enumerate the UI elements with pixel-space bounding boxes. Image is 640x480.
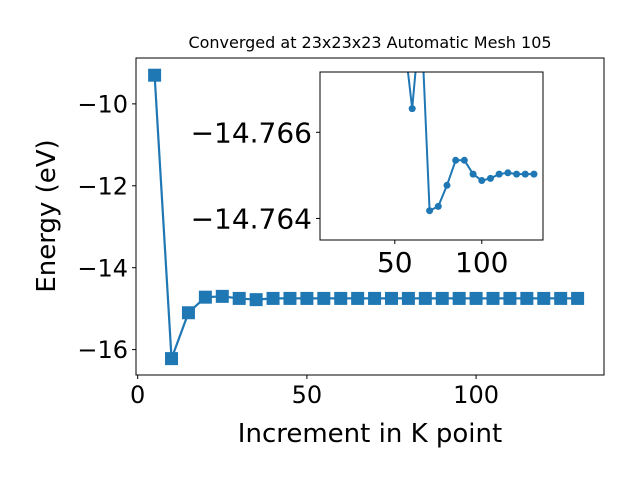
- main-data-point: [435, 291, 449, 305]
- main-data-point: [181, 306, 195, 320]
- main-data-point: [215, 289, 229, 303]
- main-data-point: [503, 291, 517, 305]
- main-x-tick-label: 0: [130, 381, 145, 409]
- inset-data-point: [486, 174, 494, 182]
- main-data-point: [232, 291, 246, 305]
- inset-data-point: [469, 170, 477, 178]
- inset-axes: 50 100 −14.766 −14.764: [191, 71, 544, 279]
- inset-data-point: [443, 181, 451, 189]
- main-y-tick-label: −16: [77, 336, 128, 364]
- inset-data-point: [452, 156, 460, 164]
- main-data-point: [384, 291, 398, 305]
- inset-data-point: [530, 170, 538, 178]
- main-x-tick-label: 100: [453, 381, 499, 409]
- inset-x-tick-label: 100: [455, 246, 508, 279]
- x-axis-label: Increment in K point: [238, 419, 502, 449]
- inset-data-point: [521, 170, 529, 178]
- main-data-point: [317, 291, 331, 305]
- main-data-point: [300, 291, 314, 305]
- main-axes-frame: [135, 57, 605, 376]
- main-data-point: [368, 291, 382, 305]
- inset-data-point: [513, 170, 521, 178]
- main-data-point: [266, 291, 280, 305]
- inset-x-tick-label: 50: [377, 246, 413, 279]
- inset-data-point: [504, 169, 512, 177]
- inset-y-tick-label: −14.764: [191, 203, 312, 236]
- inset-data-point: [434, 202, 442, 210]
- inset-data-point: [426, 207, 434, 215]
- main-x-ticks: 0 50 100: [130, 375, 499, 409]
- inset-y-tick-label: −14.766: [191, 116, 312, 149]
- main-data-point: [537, 291, 551, 305]
- main-y-tick-label: −10: [77, 91, 128, 119]
- main-data-point: [418, 291, 432, 305]
- main-data-point: [198, 290, 212, 304]
- main-series-group: [148, 68, 585, 366]
- inset-plot-area: [320, 72, 543, 240]
- main-data-point: [486, 291, 500, 305]
- main-data-point: [452, 291, 466, 305]
- main-data-point: [283, 291, 297, 305]
- inset-series-group: [406, 72, 538, 215]
- inset-axes-frame: [319, 71, 544, 241]
- main-x-tick-label: 50: [292, 381, 323, 409]
- main-data-point: [520, 291, 534, 305]
- inset-data-point: [408, 105, 416, 113]
- main-data-point: [148, 68, 162, 82]
- inset-data-point: [460, 156, 468, 164]
- main-data-point: [571, 291, 585, 305]
- y-axis-label: Energy (eV): [32, 139, 62, 292]
- main-y-ticks: −16 −14 −12 −10: [77, 91, 136, 364]
- main-data-point: [249, 293, 263, 307]
- main-data-point: [334, 291, 348, 305]
- main-data-point: [401, 291, 415, 305]
- chart-title: Converged at 23x23x23 Automatic Mesh 105: [188, 33, 551, 52]
- inset-data-point: [478, 177, 486, 185]
- main-data-point: [351, 291, 365, 305]
- main-data-point: [469, 291, 483, 305]
- main-data-point: [165, 352, 179, 366]
- inset-x-ticks: 50 100: [377, 240, 508, 279]
- main-data-point: [554, 291, 568, 305]
- inset-y-ticks: −14.766 −14.764: [191, 116, 320, 236]
- main-y-tick-label: −14: [77, 254, 128, 282]
- main-y-tick-label: −12: [77, 172, 128, 200]
- inset-data-point: [495, 170, 503, 178]
- inset-series-line: [406, 72, 534, 213]
